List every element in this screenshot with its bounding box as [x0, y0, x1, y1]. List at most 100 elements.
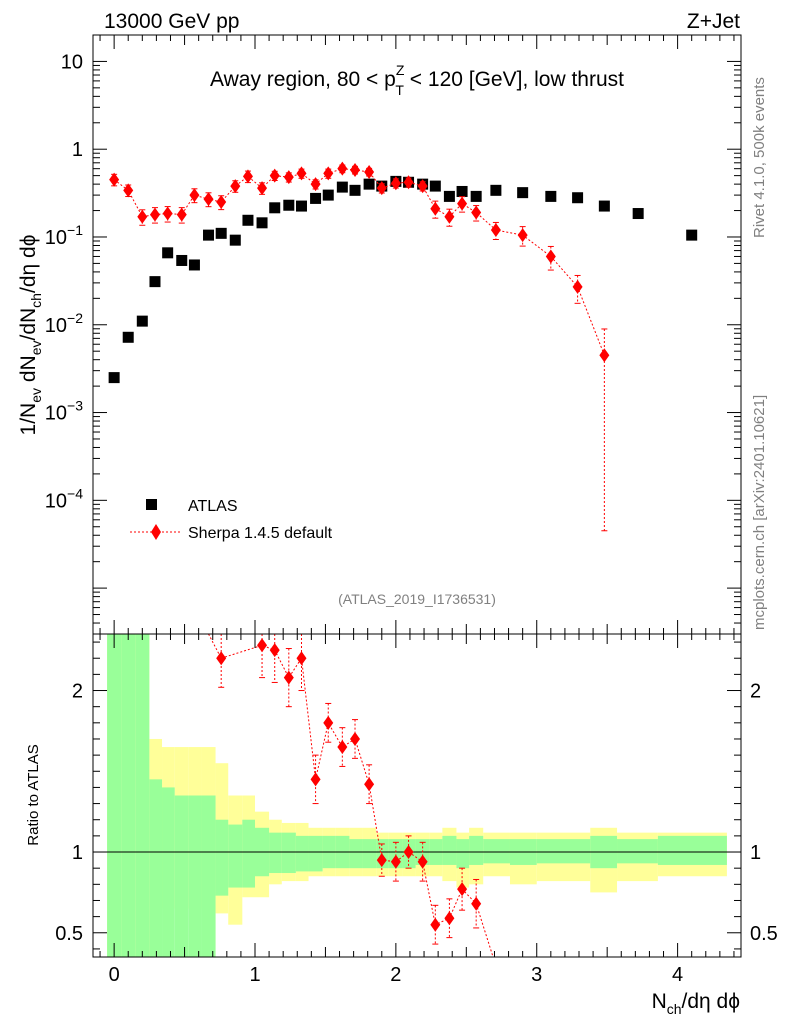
ratio-point [403, 845, 414, 860]
atlas-point [363, 178, 375, 190]
ratio-point [430, 917, 441, 932]
ratio-band-inner [617, 839, 658, 864]
atlas-point [176, 254, 188, 266]
ratio-band-inner [281, 832, 296, 874]
ratio-band-inner [215, 819, 229, 896]
ratio-band-inner [135, 634, 150, 957]
ratio-band-inner [362, 839, 377, 869]
sherpa-point [403, 175, 414, 190]
atlas-point [295, 200, 307, 212]
rivet-version-label: Rivet 4.1.0, 500k events [751, 77, 768, 238]
main-y-tick-labels: 10 1 10−1 10−2 10−3 10−4 [45, 51, 83, 512]
ratio-band-inner [295, 835, 309, 872]
atlas-point [242, 214, 254, 226]
main-series-layer [108, 161, 698, 532]
ratio-y-tick-label-left: 1 [72, 842, 83, 864]
sherpa-point [323, 166, 334, 181]
ratio-point [417, 854, 428, 869]
ratio-point [364, 777, 375, 792]
legend-atlas-marker [146, 499, 157, 510]
ratio-point [350, 731, 361, 746]
sherpa-point [545, 249, 556, 264]
atlas-point [149, 276, 161, 288]
ratio-point [457, 882, 468, 897]
atlas-point [349, 184, 361, 196]
sherpa-point [490, 223, 501, 238]
atlas-point [310, 192, 322, 204]
sherpa-point [203, 192, 214, 207]
sherpa-point [337, 161, 348, 176]
ratio-point [323, 715, 334, 730]
legend: ATLAS Sherpa 1.4.5 default [130, 498, 333, 542]
atlas-point [470, 190, 482, 202]
x-tick-label: 1 [249, 964, 260, 986]
sherpa-point [189, 188, 200, 203]
sherpa-point [350, 162, 361, 177]
ratio-band-inner [242, 819, 255, 888]
x-tick-label: 2 [390, 964, 401, 986]
sherpa-point [599, 348, 610, 363]
legend-sherpa-label: Sherpa 1.4.5 default [188, 525, 333, 542]
ratio-band-inner [188, 795, 202, 957]
analysis-id-label: (ATLAS_2019_I1736531) [338, 591, 496, 607]
ratio-panel: 0.5 0.5 1 1 2 2 0 1 2 3 4 Ratio to ATLAS Nch/dη d… [25, 633, 778, 1017]
atlas-point [122, 331, 134, 343]
sherpa-point [390, 176, 401, 191]
ratio-band-inner [536, 839, 564, 864]
main-y-tick-label: 1 [72, 139, 83, 161]
sherpa-point [109, 172, 120, 187]
mcplots-reference-label: mcplots.cern.ch [arXiv:2401.10621] [751, 395, 768, 630]
main-y-tick-label: 10−4 [45, 485, 83, 512]
sherpa-line [113, 168, 605, 356]
main-y-axis-label: 1/Nev dNev/dNch/dη dϕ [17, 235, 44, 436]
atlas-point [443, 190, 455, 202]
ratio-band-inner [469, 835, 484, 865]
ratio-y-tick-labels: 0.5 0.5 1 1 2 2 [55, 681, 778, 945]
atlas-point [162, 247, 174, 259]
ratio-series-layer [208, 633, 494, 958]
atlas-point [256, 217, 268, 229]
ratio-band-inner [657, 835, 727, 865]
atlas-point [108, 372, 120, 384]
sherpa-point [137, 209, 148, 224]
energy-label: 13000 GeV pp [104, 10, 239, 33]
sherpa-point [242, 169, 253, 184]
sherpa-point [283, 170, 294, 185]
sherpa-point [230, 179, 241, 194]
atlas-point [229, 234, 241, 246]
atlas-point [545, 190, 557, 202]
sherpa-point [517, 228, 528, 243]
x-axis-label: Nch/dη dϕ [652, 990, 740, 1017]
ratio-band-inner [456, 839, 470, 869]
ratio-y-tick-label-right: 1 [750, 842, 761, 864]
ratio-band-inner [308, 835, 323, 872]
sherpa-point [269, 168, 280, 183]
ratio-point [310, 772, 321, 787]
ratio-band-inner [349, 839, 363, 869]
atlas-point [632, 208, 644, 220]
ratio-point [283, 670, 294, 685]
atlas-point [215, 227, 227, 239]
atlas-point [188, 259, 200, 271]
sherpa-point [310, 177, 321, 192]
ratio-line-entry [208, 633, 222, 659]
atlas-point [322, 189, 334, 201]
ratio-point [296, 651, 307, 666]
ratio-point [216, 651, 227, 666]
sherpa-point [296, 166, 307, 181]
ratio-point [390, 854, 401, 869]
ratio-line-exit [475, 903, 494, 958]
ratio-point [269, 643, 280, 658]
ratio-y-tick-label-left: 2 [72, 681, 83, 703]
ratio-band-inner [107, 634, 122, 957]
atlas-point [203, 229, 215, 241]
atlas-point [572, 192, 584, 204]
ratio-point [257, 638, 268, 653]
sherpa-point [162, 206, 173, 221]
main-y-tick-label: 10−3 [45, 398, 83, 425]
x-tick-labels: 0 1 2 3 4 [109, 964, 684, 986]
sherpa-point [444, 209, 455, 224]
ratio-band-inner [162, 787, 175, 957]
ratio-frame [92, 633, 742, 958]
